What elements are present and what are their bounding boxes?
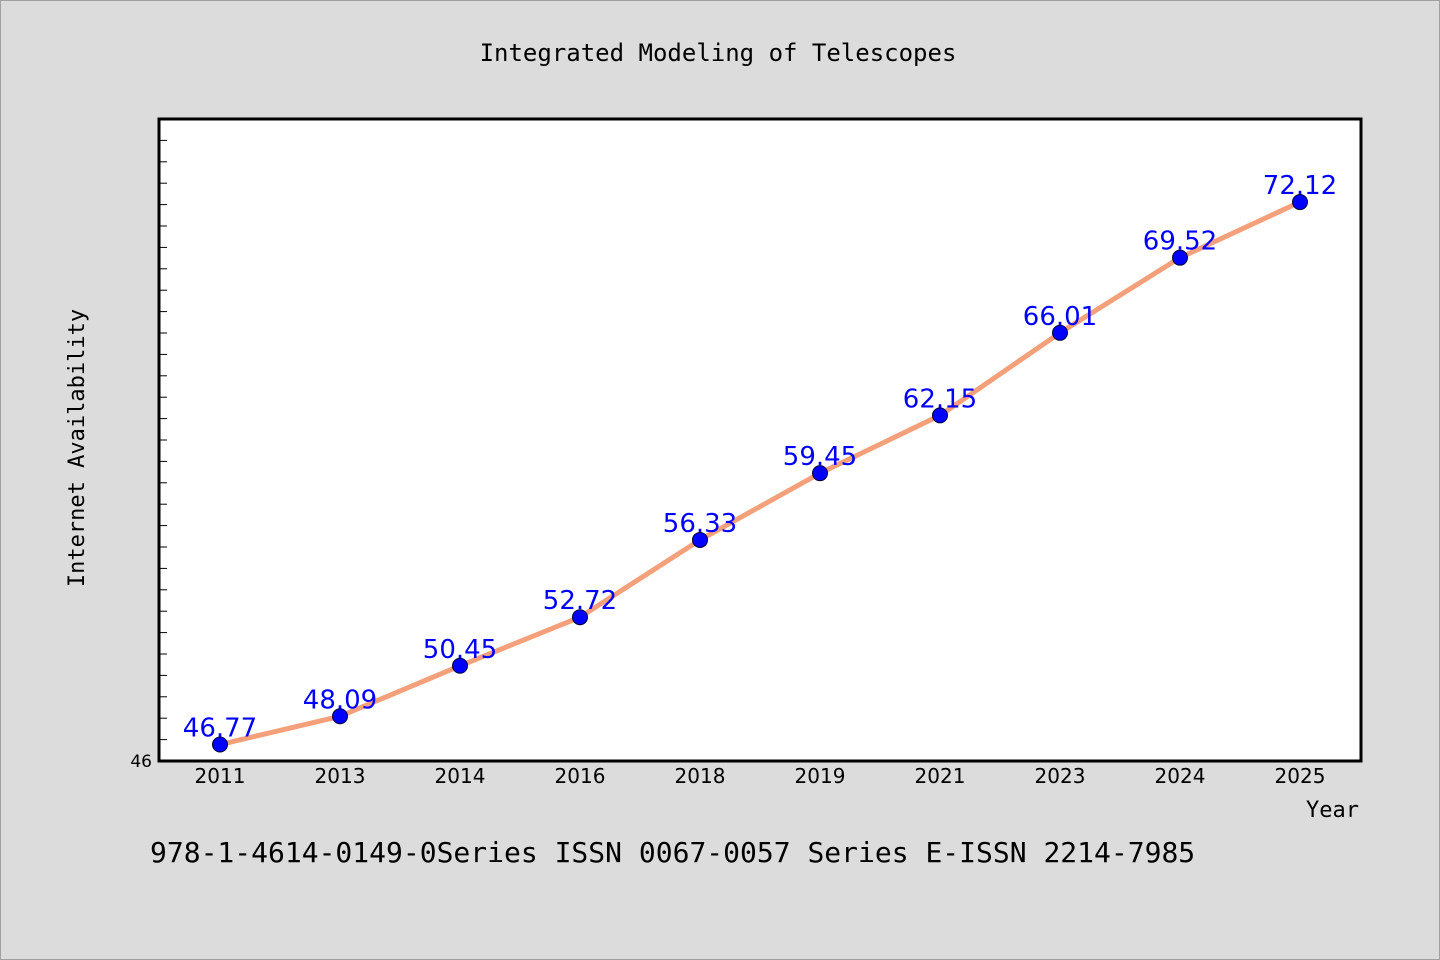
series-data-labels: 46.77 48.09 50.45 52.72 56.33 59.45 62.15 66.01… [183, 171, 1337, 743]
plot-area [157, 117, 1363, 763]
data-point [332, 708, 348, 725]
x-tick-label: 2018 [675, 764, 726, 788]
x-tick-label: 2013 [315, 764, 366, 788]
x-axis-label: Year [1306, 798, 1359, 823]
footer-text: 978-1-4614-0149-0Series ISSN 0067-0057 S… [150, 836, 1195, 869]
data-label: 59.45 [783, 442, 857, 472]
data-label: 52.72 [543, 586, 617, 616]
data-point [812, 465, 828, 482]
data-label: 72.12 [1263, 171, 1337, 201]
data-point [932, 407, 948, 424]
data-label: 62.15 [903, 384, 977, 414]
data-label: 69.52 [1143, 227, 1217, 257]
data-label: 56.33 [663, 509, 737, 539]
x-tick-label: 2014 [435, 764, 486, 788]
data-label: 50.45 [423, 635, 497, 665]
x-axis-tick-labels: 2011 2013 2014 2016 2018 2019 2021 2023 2024 2025 [195, 764, 1326, 788]
x-tick-label: 2023 [1035, 764, 1086, 788]
x-tick-label: 2016 [555, 764, 606, 788]
x-tick-label: 2021 [915, 764, 966, 788]
y-axis-label: Internet Availability [65, 309, 90, 587]
x-tick-label: 2011 [195, 764, 246, 788]
chart-title: Integrated Modeling of Telescopes [480, 39, 957, 67]
data-point [452, 657, 468, 674]
data-point [1292, 194, 1308, 211]
data-point [572, 609, 588, 626]
data-point [212, 736, 228, 753]
data-label: 66.01 [1023, 302, 1097, 332]
series-line [217, 199, 1303, 748]
data-point [1052, 324, 1068, 341]
data-point [692, 531, 708, 548]
data-point [1172, 249, 1188, 266]
data-label: 46.77 [183, 714, 257, 744]
x-tick-label: 2024 [1155, 764, 1206, 788]
series-markers [212, 194, 1308, 753]
x-tick-label: 2019 [795, 764, 846, 788]
y-axis-minor-ticks [159, 139, 167, 741]
x-tick-label: 2025 [1275, 764, 1326, 788]
data-label: 48.09 [303, 685, 377, 715]
y-tick-label-min: 46 [130, 752, 152, 772]
